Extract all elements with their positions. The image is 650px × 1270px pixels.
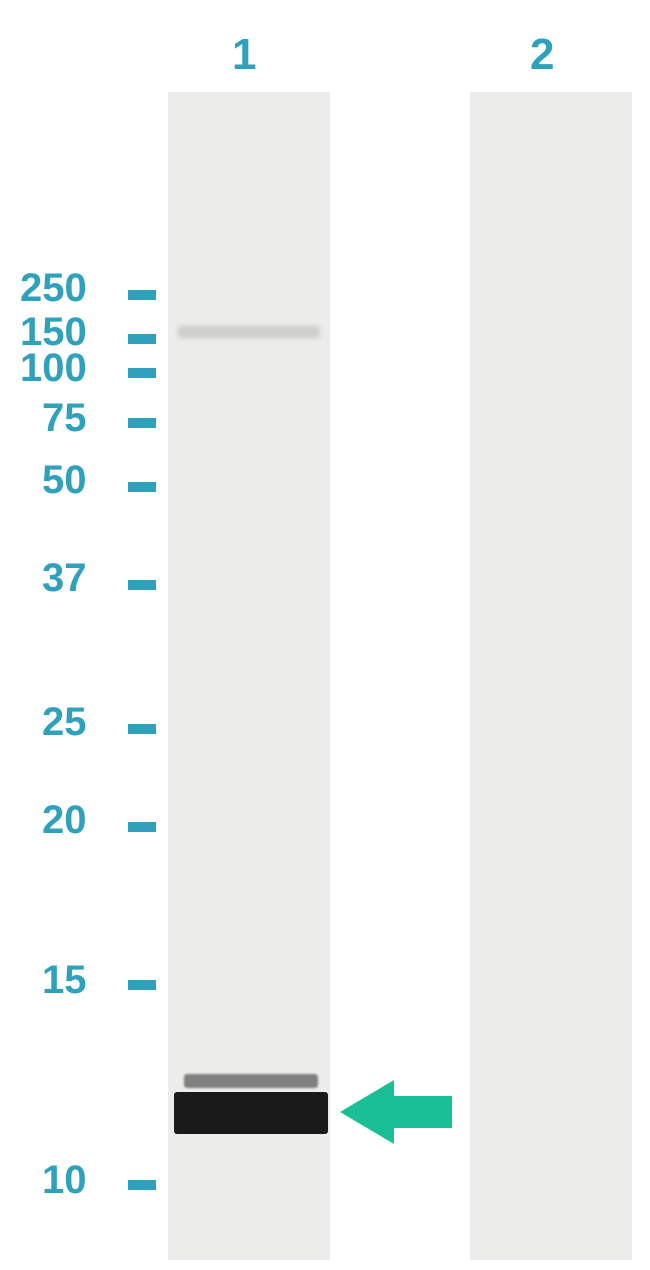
marker-75-label: 75: [42, 396, 87, 441]
marker-20-label: 20: [42, 798, 87, 843]
marker-100-tick: [128, 368, 156, 378]
arrow-head-icon: [340, 1080, 394, 1144]
marker-10-tick: [128, 1180, 156, 1190]
lane-1-header: 1: [232, 30, 256, 80]
faint-band-high-mw: [178, 326, 320, 338]
marker-50-label: 50: [42, 458, 87, 503]
lane-2: [470, 92, 632, 1260]
marker-100-label: 100: [20, 346, 87, 391]
marker-50-tick: [128, 482, 156, 492]
lane-2-header: 2: [530, 30, 554, 80]
main-band-shadow: [184, 1074, 318, 1088]
marker-20-tick: [128, 822, 156, 832]
marker-25-label: 25: [42, 700, 87, 745]
main-band: [174, 1092, 328, 1134]
marker-75-tick: [128, 418, 156, 428]
marker-37-label: 37: [42, 556, 87, 601]
marker-150-tick: [128, 334, 156, 344]
marker-15-label: 15: [42, 958, 87, 1003]
western-blot-figure: 1 2 250 150 100 75 50 37 25 20 15 10: [0, 0, 650, 1270]
marker-25-tick: [128, 724, 156, 734]
marker-15-tick: [128, 980, 156, 990]
marker-37-tick: [128, 580, 156, 590]
marker-10-label: 10: [42, 1158, 87, 1203]
marker-250-label: 250: [20, 266, 87, 311]
arrow-body: [392, 1096, 452, 1128]
marker-250-tick: [128, 290, 156, 300]
